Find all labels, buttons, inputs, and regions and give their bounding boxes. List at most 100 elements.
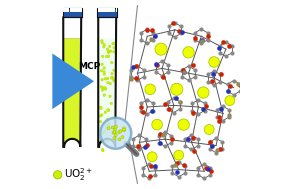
Circle shape [99,115,102,117]
Circle shape [101,114,103,116]
Circle shape [103,43,106,46]
Point [230,51,234,54]
Point [175,171,179,174]
Point [166,25,171,28]
Circle shape [101,78,104,81]
PathPatch shape [99,38,116,147]
Circle shape [174,150,184,160]
Point [153,70,158,74]
Point [215,149,219,152]
Point [182,71,186,74]
Point [176,175,181,178]
Point [158,141,163,144]
Point [145,144,150,147]
Circle shape [109,82,112,85]
Circle shape [99,106,102,109]
Point [147,163,152,166]
Point [193,38,197,41]
Circle shape [101,40,103,42]
Point [206,80,210,83]
Point [145,98,150,101]
Point [190,109,195,112]
Point [149,164,154,167]
Circle shape [115,125,118,128]
Bar [81,8,82,12]
Bar [64,8,65,12]
Point [207,140,212,143]
Point [151,31,156,34]
Circle shape [106,48,109,50]
Circle shape [114,133,117,136]
Circle shape [197,87,209,98]
Circle shape [108,123,110,126]
Circle shape [102,87,104,89]
Point [190,64,195,67]
Point [133,77,138,80]
Point [238,84,242,87]
Point [155,64,159,67]
Circle shape [105,125,108,128]
Circle shape [113,46,115,49]
Point [196,166,200,169]
Point [176,161,181,164]
Circle shape [102,130,105,133]
Point [151,109,156,112]
Point [143,144,148,147]
Point [129,78,134,81]
Point [186,79,191,82]
Point [201,107,206,110]
Bar [70,8,71,12]
Point [200,38,204,41]
Circle shape [112,43,115,45]
Point [170,164,175,167]
Circle shape [104,111,107,114]
Circle shape [101,41,104,44]
Point [225,83,230,86]
Circle shape [123,129,126,132]
Bar [106,8,107,12]
Point [171,97,176,100]
Bar [68,8,69,12]
Bar [67,8,68,12]
Point [169,141,173,144]
Point [178,107,182,110]
Circle shape [101,63,104,66]
Point [221,119,225,122]
Circle shape [113,130,116,133]
Circle shape [99,140,102,143]
Point [153,34,157,37]
Point [221,41,225,44]
Circle shape [107,51,110,54]
Point [226,44,231,47]
Bar [103,8,104,12]
Point [165,107,170,110]
Point [219,108,223,111]
Point [218,80,223,83]
Point [195,144,200,147]
Circle shape [107,55,110,57]
Circle shape [100,107,102,110]
Point [171,21,176,24]
Point [231,93,236,96]
Point [193,75,197,78]
Point [139,109,143,112]
Point [195,137,200,140]
Point [238,83,242,86]
Point [202,177,206,180]
Circle shape [101,132,104,135]
Point [151,38,156,41]
Point [153,63,158,66]
Bar [107,8,108,12]
Bar [65,8,67,12]
Point [169,134,173,137]
Point [148,175,153,178]
Point [166,32,171,35]
Circle shape [209,57,220,67]
Point [173,21,177,24]
Circle shape [122,128,126,131]
Circle shape [106,81,109,84]
Point [178,100,182,103]
Bar [72,8,74,12]
Point [170,172,175,175]
Point [193,37,197,40]
